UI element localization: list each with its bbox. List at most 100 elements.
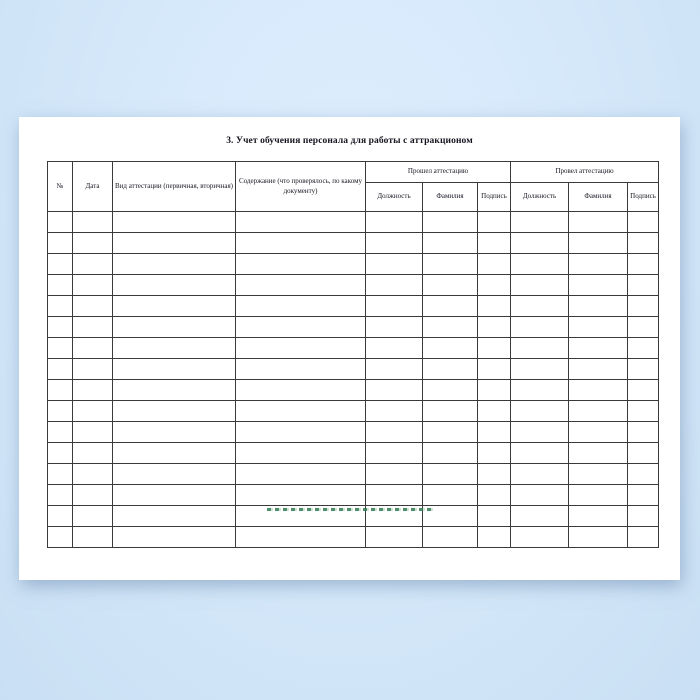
empty-cell [568,442,628,464]
table-row [47,400,660,422]
empty-cell [235,463,366,485]
empty-cell [626,400,660,422]
subcolumn-header-position-passed: Должность [365,182,423,212]
empty-cell [112,253,236,275]
column-header-date: Дата [72,161,113,212]
green-dashed-watermark [267,508,435,511]
empty-cell [510,400,569,422]
empty-cell [72,232,113,254]
empty-cell [422,358,478,380]
table-row [47,379,660,401]
empty-cell [72,379,113,401]
table-row [47,526,660,548]
empty-cell [477,253,511,275]
table-row [47,232,660,254]
empty-cell [568,400,628,422]
empty-cell [235,442,366,464]
table-row [47,358,660,380]
empty-cell [568,421,628,443]
empty-cell [72,295,113,317]
empty-cell [47,526,73,548]
column-header-content: Содержание (что проверялось, по какому д… [235,161,366,212]
subcolumn-header-signature-passed: Подпись [477,182,511,212]
empty-cell [477,211,511,233]
empty-cell [477,526,511,548]
empty-cell [477,274,511,296]
table-row [47,295,660,317]
empty-cell [510,379,569,401]
empty-cell [510,505,569,527]
empty-cell [235,232,366,254]
empty-cell [365,337,423,359]
empty-cell [72,442,113,464]
empty-cell [422,463,478,485]
empty-cell [422,316,478,338]
empty-cell [235,295,366,317]
empty-cell [72,505,113,527]
empty-cell [47,421,73,443]
empty-cell [365,358,423,380]
empty-cell [365,526,423,548]
empty-cell [365,274,423,296]
empty-cell [112,232,236,254]
empty-cell [47,232,73,254]
empty-cell [510,295,569,317]
document-page: 3. Учет обучения персонала для работы с … [19,117,680,580]
empty-cell [112,337,236,359]
empty-cell [47,295,73,317]
empty-cell [422,442,478,464]
empty-cell [626,211,660,233]
empty-cell [72,253,113,275]
page-title: 3. Учет обучения персонала для работы с … [226,136,473,146]
column-header-number: № [47,161,73,212]
empty-cell [626,337,660,359]
empty-cell [72,421,113,443]
empty-cell [47,274,73,296]
empty-cell [626,526,660,548]
empty-cell [510,442,569,464]
empty-cell [47,253,73,275]
empty-cell [72,400,113,422]
group-header-conducted-attestation: Провел аттестацию [509,161,660,183]
empty-cell [568,337,628,359]
empty-cell [568,274,628,296]
empty-cell [477,358,511,380]
empty-cell [626,379,660,401]
empty-cell [568,379,628,401]
empty-cell [365,211,423,233]
empty-cell [365,442,423,464]
empty-cell [112,463,236,485]
empty-cell [477,442,511,464]
empty-cell [112,379,236,401]
empty-cell [47,400,73,422]
empty-cell [568,295,628,317]
empty-cell [477,463,511,485]
empty-cell [112,400,236,422]
empty-cell [422,379,478,401]
empty-cell [626,274,660,296]
empty-cell [112,295,236,317]
empty-cell [47,316,73,338]
empty-cell [47,211,73,233]
empty-cell [510,211,569,233]
empty-cell [626,253,660,275]
header-group-row: № Дата Вид аттестации (первичная, вторич… [47,161,660,212]
empty-cell [510,421,569,443]
empty-cell [112,358,236,380]
empty-cell [510,274,569,296]
empty-cell [235,253,366,275]
empty-cell [235,379,366,401]
empty-cell [422,421,478,443]
empty-cell [112,421,236,443]
empty-cell [365,421,423,443]
empty-cell [235,526,366,548]
empty-cell [365,253,423,275]
empty-cell [112,442,236,464]
empty-cell [365,295,423,317]
empty-cell [235,337,366,359]
empty-cell [235,358,366,380]
empty-cell [72,526,113,548]
table-row [47,316,660,338]
empty-cell [112,505,236,527]
empty-cell [47,463,73,485]
